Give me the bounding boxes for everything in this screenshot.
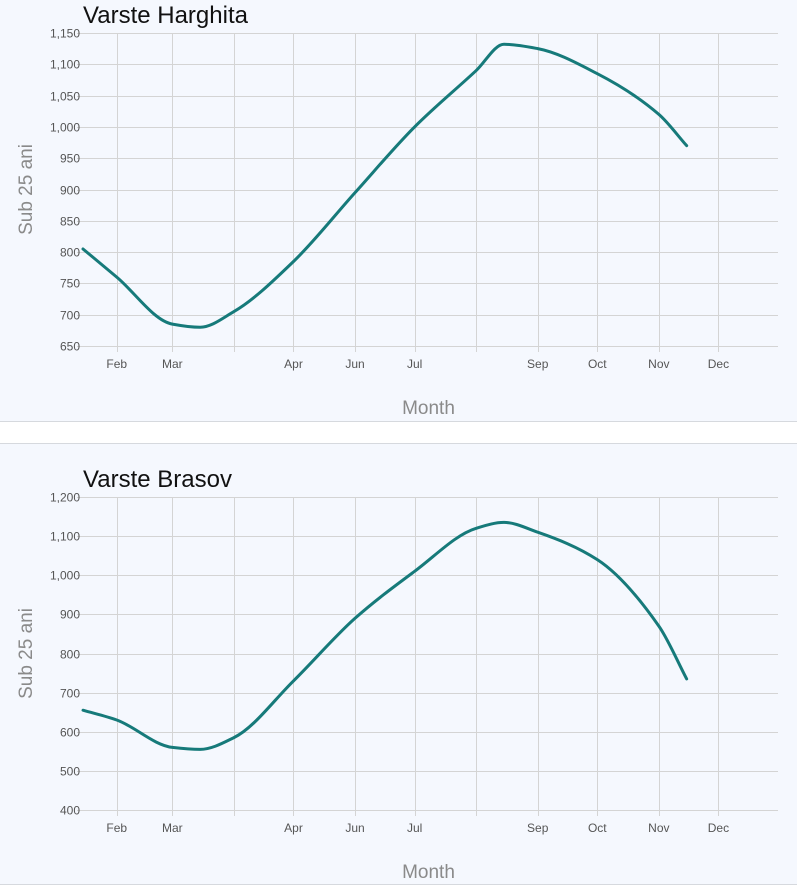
series-line [81,520,689,751]
y-tick-label: 950 [60,152,80,166]
x-tick-label: Mar [162,821,183,835]
y-tick-label: 1,050 [50,90,80,104]
y-tick-label: 1,000 [50,121,80,135]
y-tick-label: 500 [60,765,80,779]
y-tick-label: 400 [60,804,80,818]
chart-brasov: 1,200 1,100 1,000 900 800 700 600 500 400 Feb Mar A… [16,466,778,883]
x-tick-label: Oct [588,821,607,835]
x-tick-label: Apr [284,821,303,835]
y-tick-label: 750 [60,277,80,291]
chart-card-harghita: 1,150 1,100 1,050 1,000 950 900 850 800 750 700 65… [0,0,797,422]
x-tick-label: Feb [106,357,127,371]
y-tick-label: 800 [60,246,80,260]
x-tick-label: Sep [527,821,549,835]
x-tick-label: Oct [588,357,607,371]
y-tick-label: 1,000 [50,569,80,583]
x-axis-title: Month [402,398,455,419]
y-axis-title: Sub 25 ani [16,608,37,699]
chart-title: Varste Brasov [83,466,232,493]
series-line [81,42,689,329]
chart-title: Varste Harghita [83,2,249,29]
y-tick-label: 1,200 [50,491,80,505]
chart-harghita: 1,150 1,100 1,050 1,000 950 900 850 800 750 700 65… [16,2,778,419]
y-tick-label: 1,150 [50,27,80,41]
chart-card-brasov: 1,200 1,100 1,000 900 800 700 600 500 400 Feb Mar A… [0,443,797,885]
y-tick-label: 700 [60,687,80,701]
y-tick-label: 850 [60,215,80,229]
x-tick-label: Dec [708,357,729,371]
x-axis-title: Month [402,862,455,883]
x-tick-label: Mar [162,357,183,371]
x-tick-label: Sep [527,357,549,371]
x-tick-label: Jul [407,821,422,835]
x-tick-label: Nov [648,357,669,371]
y-tick-label: 1,100 [50,58,80,72]
x-tick-label: Nov [648,821,669,835]
x-tick-label: Feb [106,821,127,835]
y-axis-title: Sub 25 ani [16,144,37,235]
y-tick-label: 650 [60,340,80,354]
x-tick-label: Apr [284,357,303,371]
x-tick-label: Jun [345,357,364,371]
x-tick-label: Jul [407,357,422,371]
y-tick-label: 700 [60,309,80,323]
y-tick-label: 900 [60,608,80,622]
y-tick-label: 900 [60,184,80,198]
y-tick-label: 1,100 [50,530,80,544]
x-tick-label: Jun [345,821,364,835]
y-tick-label: 600 [60,726,80,740]
y-tick-label: 800 [60,648,80,662]
x-tick-label: Dec [708,821,729,835]
